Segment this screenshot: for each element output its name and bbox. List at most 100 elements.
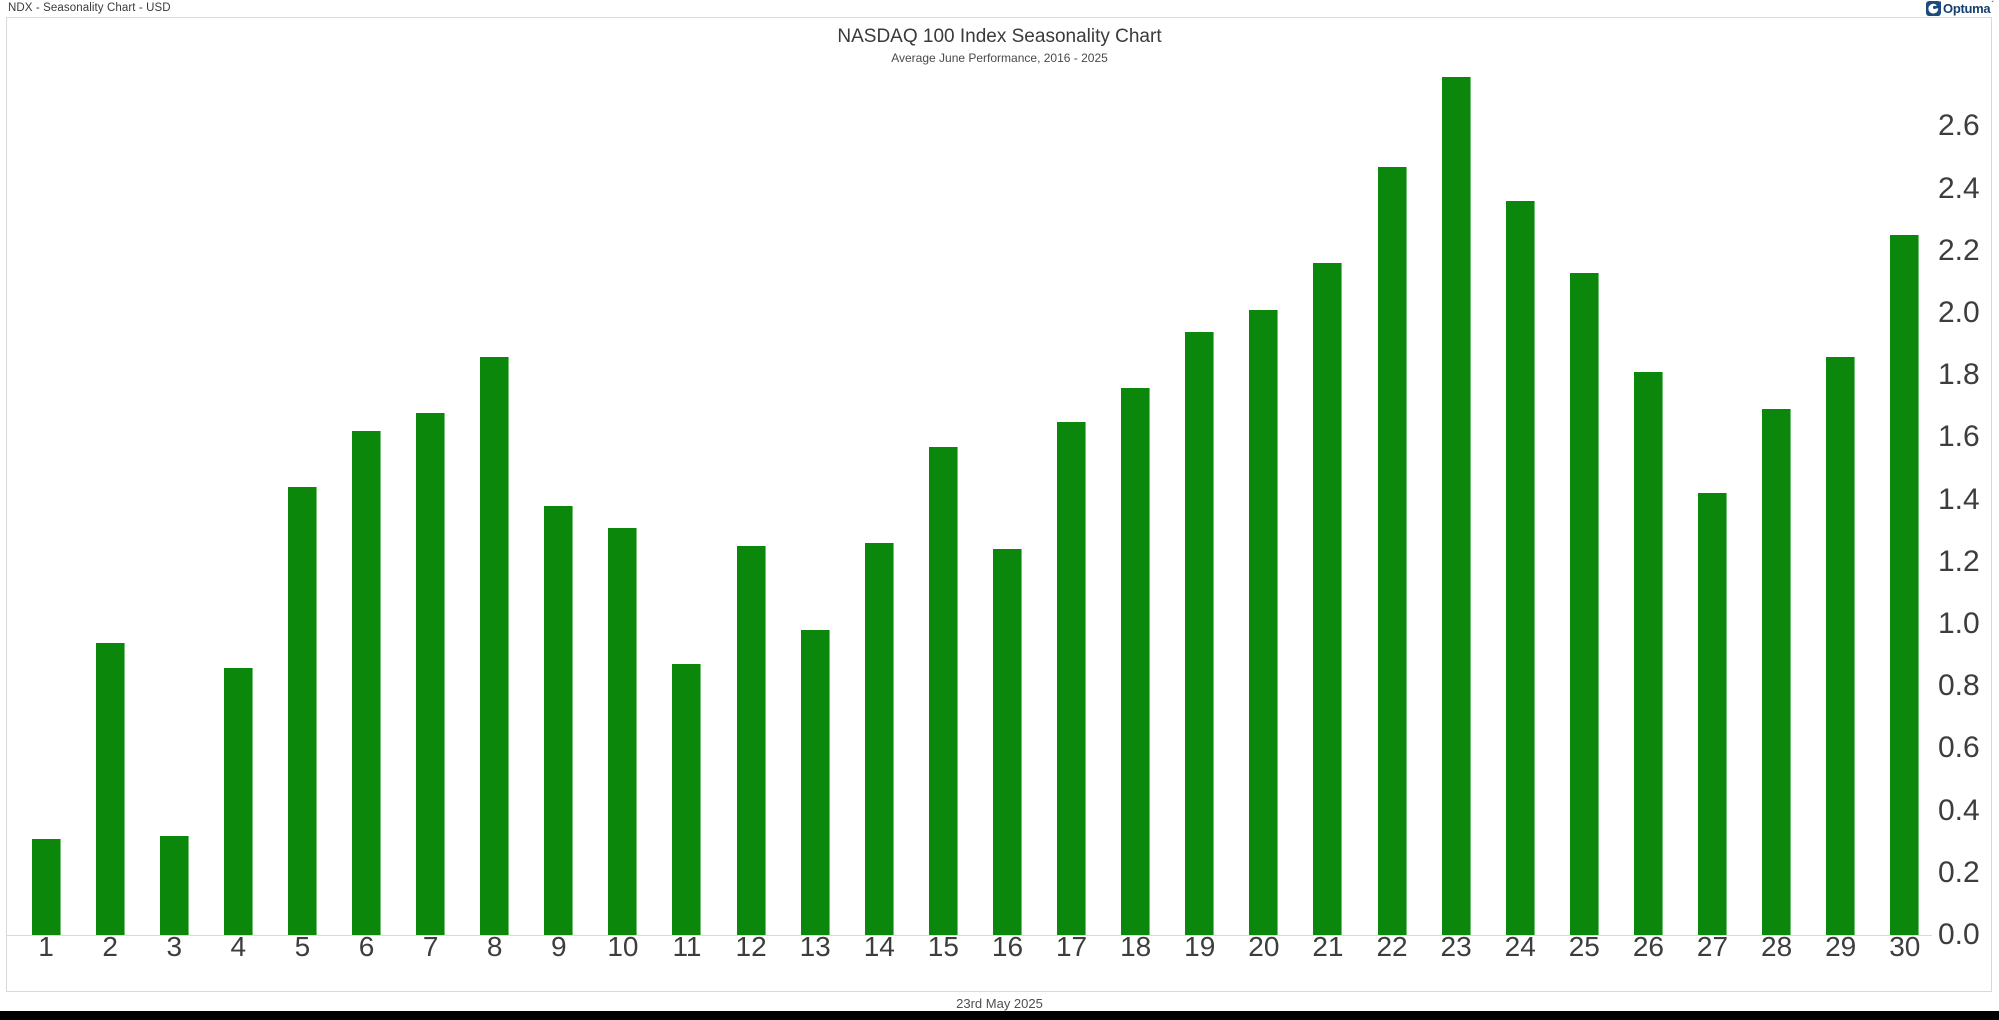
x-tick-label-27: 27 xyxy=(1696,931,1729,962)
bar-day-7 xyxy=(416,412,446,935)
bar-day-14 xyxy=(864,543,894,935)
bar-day-20 xyxy=(1249,309,1279,935)
bar-day-9 xyxy=(544,505,574,935)
bar-day-4 xyxy=(223,667,253,935)
bar-day-15 xyxy=(928,446,958,935)
x-tick-label-5: 5 xyxy=(294,931,311,962)
bar-column-29 xyxy=(1809,18,1873,935)
x-tick-label-28: 28 xyxy=(1761,931,1793,962)
bar-day-30 xyxy=(1890,235,1920,935)
x-tick-label-11: 11 xyxy=(672,931,702,962)
bar-day-22 xyxy=(1377,166,1407,935)
optuma-logo: Optuma ´ xyxy=(1926,0,1995,16)
bar-column-26 xyxy=(1616,18,1680,935)
x-tick-label-30: 30 xyxy=(1889,931,1921,962)
bar-plot-area xyxy=(14,18,1937,935)
x-tick-label-21: 21 xyxy=(1312,931,1344,962)
bar-column-4 xyxy=(206,18,270,935)
bar-day-10 xyxy=(608,527,638,935)
x-tick-label-4: 4 xyxy=(230,931,247,962)
x-tick-label-19: 19 xyxy=(1184,931,1216,962)
bar-column-6 xyxy=(334,18,398,935)
bar-column-15 xyxy=(911,18,975,935)
x-axis-tick-labels: 1 2 3 4 5 6 7 8 9 10 11 12 13 14 15 16 17 18 19 20 21 22 23 24 2… xyxy=(14,929,1937,965)
bar-column-11 xyxy=(655,18,719,935)
bar-day-16 xyxy=(992,549,1022,935)
bar-day-5 xyxy=(287,487,317,935)
bar-day-12 xyxy=(736,546,766,935)
x-tick-label-9: 9 xyxy=(551,931,567,962)
bar-column-1 xyxy=(14,18,78,935)
bar-day-21 xyxy=(1313,263,1343,935)
optuma-trademark: ´ xyxy=(1991,0,1994,9)
bar-column-12 xyxy=(719,18,783,935)
bottom-black-strip xyxy=(0,1011,1999,1020)
chart-subtitle: Average June Performance, 2016 - 2025 xyxy=(891,51,1108,65)
bar-column-19 xyxy=(1168,18,1232,935)
bar-column-24 xyxy=(1488,18,1552,935)
bar-column-10 xyxy=(591,18,655,935)
x-tick-label-6: 6 xyxy=(358,931,375,962)
x-tick-label-1: 1 xyxy=(38,931,54,962)
x-tick-label-2: 2 xyxy=(102,931,118,962)
bar-column-25 xyxy=(1552,18,1616,935)
window-title: NDX - Seasonality Chart - USD xyxy=(8,2,171,14)
bar-column-7 xyxy=(399,18,463,935)
bar-day-26 xyxy=(1633,372,1663,935)
bar-day-17 xyxy=(1057,421,1087,935)
bar-day-2 xyxy=(95,642,125,935)
bar-column-27 xyxy=(1680,18,1744,935)
optuma-logo-text: Optuma xyxy=(1943,1,1991,16)
x-tick-label-23: 23 xyxy=(1440,931,1472,962)
bar-column-9 xyxy=(527,18,591,935)
x-tick-label-12: 12 xyxy=(735,931,767,962)
footer-date: 23rd May 2025 xyxy=(956,996,1043,1011)
x-tick-label-13: 13 xyxy=(799,931,831,962)
bar-day-25 xyxy=(1569,272,1599,935)
x-tick-label-10: 10 xyxy=(607,931,639,962)
bar-column-22 xyxy=(1360,18,1424,935)
bar-column-8 xyxy=(463,18,527,935)
chart-title: NASDAQ 100 Index Seasonality Chart xyxy=(837,26,1162,47)
bar-column-14 xyxy=(847,18,911,935)
x-tick-label-7: 7 xyxy=(422,931,439,962)
bar-day-19 xyxy=(1185,331,1215,935)
bar-column-13 xyxy=(783,18,847,935)
x-tick-label-3: 3 xyxy=(166,931,183,962)
x-tick-label-16: 16 xyxy=(991,931,1024,962)
x-tick-label-22: 22 xyxy=(1376,931,1408,962)
x-tick-label-29: 29 xyxy=(1825,931,1857,962)
x-tick-label-25: 25 xyxy=(1568,931,1600,962)
bar-day-28 xyxy=(1762,409,1792,935)
optuma-logo-icon xyxy=(1926,1,1942,16)
bar-day-18 xyxy=(1121,387,1151,935)
x-tick-label-24: 24 xyxy=(1504,931,1536,962)
x-tick-label-18: 18 xyxy=(1120,931,1152,962)
x-tick-label-8: 8 xyxy=(486,931,503,962)
bar-day-6 xyxy=(352,431,382,935)
x-tick-label-26: 26 xyxy=(1632,931,1664,962)
bar-day-11 xyxy=(672,664,702,935)
bar-column-2 xyxy=(78,18,142,935)
bar-day-24 xyxy=(1505,201,1535,935)
x-tick-label-14: 14 xyxy=(863,931,895,962)
bar-column-18 xyxy=(1104,18,1168,935)
bar-column-23 xyxy=(1424,18,1488,935)
bar-day-29 xyxy=(1826,356,1856,935)
x-tick-label-20: 20 xyxy=(1248,931,1280,962)
bar-column-3 xyxy=(142,18,206,935)
bar-column-28 xyxy=(1745,18,1809,935)
x-axis-line xyxy=(7,935,1932,936)
bar-column-21 xyxy=(1296,18,1360,935)
x-tick-label-17: 17 xyxy=(1055,931,1088,962)
bar-column-17 xyxy=(1040,18,1104,935)
bar-day-27 xyxy=(1697,493,1727,935)
bar-column-16 xyxy=(975,18,1039,935)
bar-column-30 xyxy=(1873,18,1937,935)
x-tick-label-15: 15 xyxy=(927,931,959,962)
bar-day-3 xyxy=(159,835,189,935)
bar-day-8 xyxy=(480,356,510,935)
bar-column-20 xyxy=(1232,18,1296,935)
bar-column-5 xyxy=(270,18,334,935)
bar-day-23 xyxy=(1441,76,1471,935)
